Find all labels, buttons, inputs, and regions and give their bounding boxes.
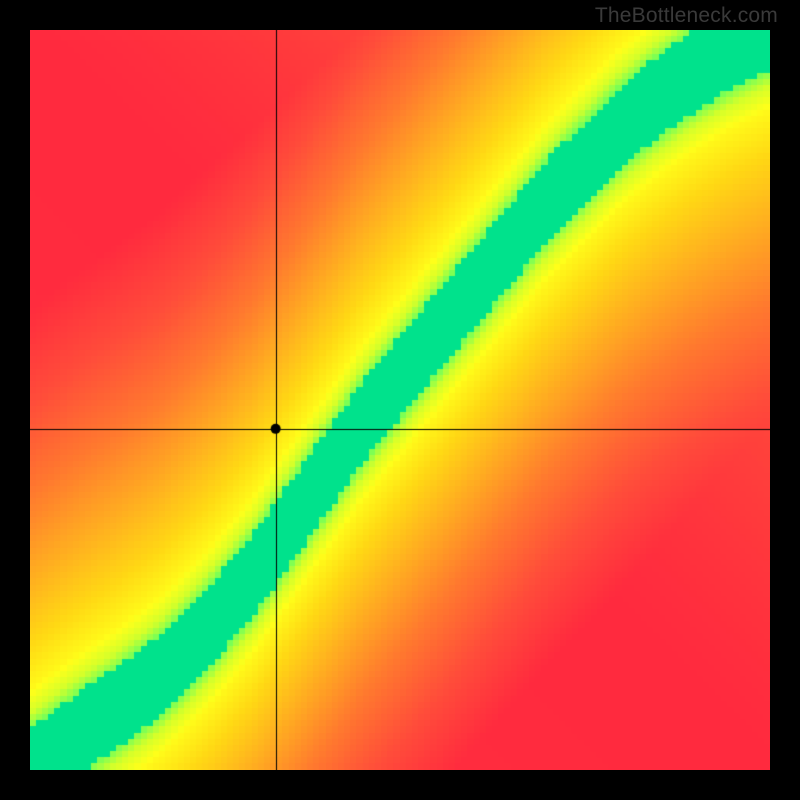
heatmap-plot bbox=[30, 30, 770, 770]
heatmap-canvas bbox=[30, 30, 770, 770]
watermark-text: TheBottleneck.com bbox=[595, 4, 778, 28]
